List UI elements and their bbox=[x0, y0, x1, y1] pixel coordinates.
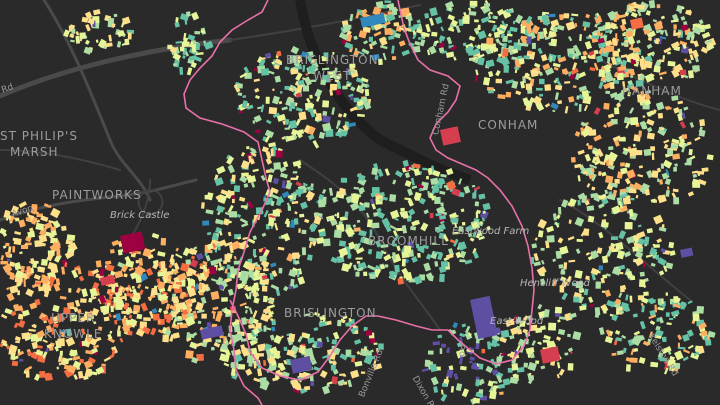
ward-boundary-line bbox=[183, 0, 535, 405]
